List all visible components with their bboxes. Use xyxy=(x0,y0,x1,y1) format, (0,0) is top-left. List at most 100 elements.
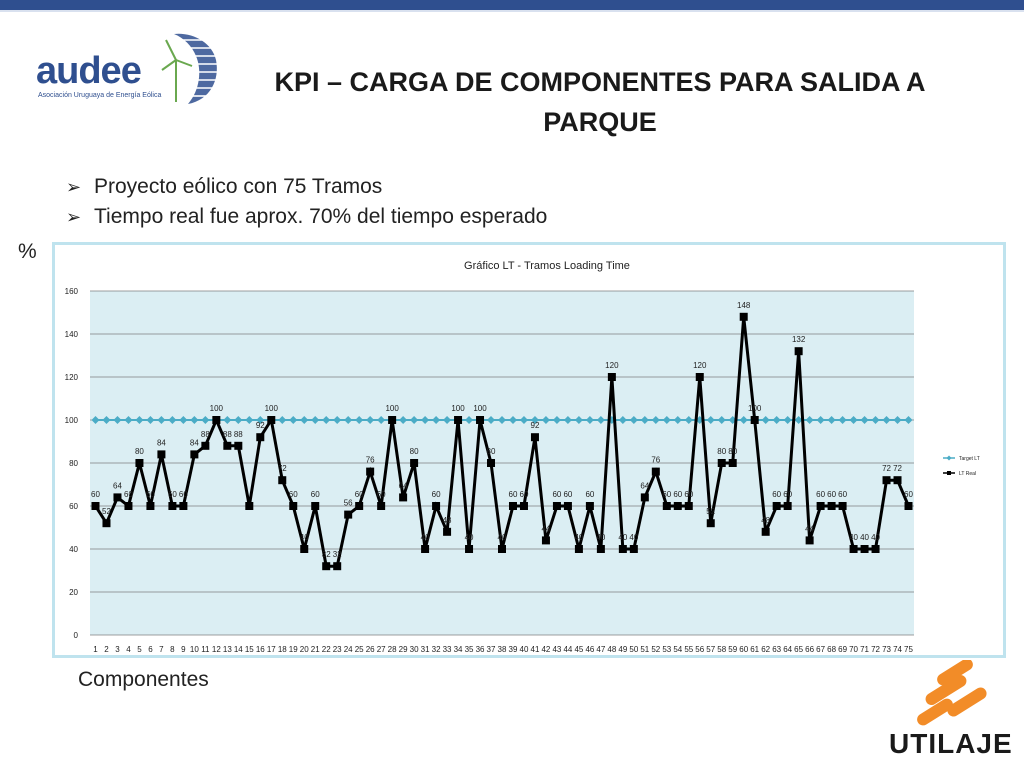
data-label: 92 xyxy=(256,421,265,430)
x-tick-label: 67 xyxy=(816,645,825,654)
y-tick-label: 20 xyxy=(69,588,78,597)
x-tick-label: 54 xyxy=(673,645,682,654)
lt-real-point xyxy=(245,502,254,510)
lt-real-point xyxy=(355,502,364,510)
data-label: 44 xyxy=(805,524,814,533)
data-label: 40 xyxy=(596,533,605,542)
x-tick-label: 35 xyxy=(465,645,474,654)
data-label: 60 xyxy=(684,490,693,499)
utilaje-logo: UTILAJE xyxy=(885,660,1015,760)
x-tick-label: 38 xyxy=(498,645,507,654)
lt-real-point xyxy=(322,562,331,571)
data-label: 60 xyxy=(816,490,825,499)
target-lt-point xyxy=(574,416,583,424)
lt-real-point xyxy=(739,312,748,321)
target-lt-point xyxy=(344,416,353,424)
lt-real-point xyxy=(695,373,704,381)
x-tick-label: 75 xyxy=(904,645,913,654)
data-label: 60 xyxy=(91,490,100,499)
lt-real-point xyxy=(212,416,221,424)
lt-real-point xyxy=(377,502,386,510)
data-label: 52 xyxy=(706,507,715,516)
x-tick-label: 7 xyxy=(159,645,164,654)
x-tick-label: 34 xyxy=(454,645,463,654)
lt-real-point xyxy=(113,493,122,502)
lt-real-point xyxy=(673,502,682,510)
data-label: 76 xyxy=(651,456,660,465)
data-label: 60 xyxy=(838,490,847,499)
utilaje-mark-icon xyxy=(917,660,987,726)
lt-real-point xyxy=(256,433,265,442)
x-tick-label: 58 xyxy=(717,645,726,654)
data-label: 80 xyxy=(487,447,496,456)
data-label: 60 xyxy=(520,490,529,499)
lt-real-point xyxy=(432,502,441,510)
target-lt-point xyxy=(585,416,594,424)
target-lt-point xyxy=(552,416,561,424)
target-lt-point xyxy=(498,416,506,424)
data-label: 40 xyxy=(574,533,583,542)
target-lt-point xyxy=(805,416,814,424)
target-lt-point xyxy=(366,416,375,424)
x-tick-label: 73 xyxy=(882,645,891,654)
target-lt-point xyxy=(289,416,298,424)
x-tick-label: 17 xyxy=(267,645,276,654)
target-lt-point xyxy=(629,416,638,424)
target-lt-point xyxy=(761,416,770,424)
target-lt-point xyxy=(179,416,188,424)
x-tick-label: 39 xyxy=(509,645,518,654)
x-tick-label: 65 xyxy=(794,645,803,654)
target-lt-point xyxy=(256,416,265,424)
lt-real-point xyxy=(124,502,133,510)
x-tick-label: 61 xyxy=(750,645,759,654)
lt-real-point xyxy=(706,519,715,528)
x-tick-label: 9 xyxy=(181,645,186,654)
x-tick-label: 16 xyxy=(256,645,265,654)
x-tick-label: 71 xyxy=(860,645,869,654)
target-lt-point xyxy=(443,416,452,424)
lt-real-point xyxy=(541,536,550,545)
data-label: 72 xyxy=(278,464,287,473)
data-label: 60 xyxy=(432,490,441,499)
data-label: 80 xyxy=(728,447,737,456)
data-label: 32 xyxy=(322,550,331,559)
x-tick-label: 20 xyxy=(300,645,309,654)
lt-real-point xyxy=(596,545,605,553)
data-label: 52 xyxy=(102,507,111,516)
target-lt-point xyxy=(893,416,902,424)
data-label: 40 xyxy=(618,533,627,542)
target-lt-point xyxy=(465,416,474,424)
x-tick-label: 74 xyxy=(893,645,902,654)
target-lt-point xyxy=(135,416,144,424)
x-tick-label: 45 xyxy=(574,645,583,654)
lt-real-point xyxy=(454,416,463,424)
lt-real-point xyxy=(684,502,693,510)
target-lt-point xyxy=(596,416,605,424)
lt-real-point xyxy=(388,416,397,424)
x-tick-label: 47 xyxy=(596,645,605,654)
y-axis-caption: % xyxy=(18,240,37,263)
data-label: 80 xyxy=(717,447,726,456)
arrow-bullet-icon: ➢ xyxy=(66,207,82,227)
lt-real-point xyxy=(651,467,660,476)
data-label: 60 xyxy=(585,490,594,499)
lt-real-point xyxy=(552,502,561,510)
lt-real-point xyxy=(366,467,375,476)
y-tick-label: 0 xyxy=(74,631,79,640)
lt-real-point xyxy=(278,476,287,485)
lt-real-point xyxy=(772,502,781,510)
data-label: 60 xyxy=(311,490,320,499)
x-tick-label: 63 xyxy=(772,645,781,654)
target-lt-point xyxy=(838,416,847,424)
x-tick-label: 41 xyxy=(531,645,540,654)
x-tick-label: 49 xyxy=(618,645,627,654)
target-lt-point xyxy=(278,416,287,424)
target-lt-point xyxy=(234,416,243,424)
target-lt-point xyxy=(124,416,133,424)
data-label: 48 xyxy=(761,516,770,525)
x-tick-label: 56 xyxy=(695,645,704,654)
x-tick-label: 52 xyxy=(651,645,660,654)
arrow-bullet-icon: ➢ xyxy=(66,177,82,197)
data-label: 60 xyxy=(168,490,177,499)
utilaje-logo-word: UTILAJE xyxy=(889,728,1013,759)
